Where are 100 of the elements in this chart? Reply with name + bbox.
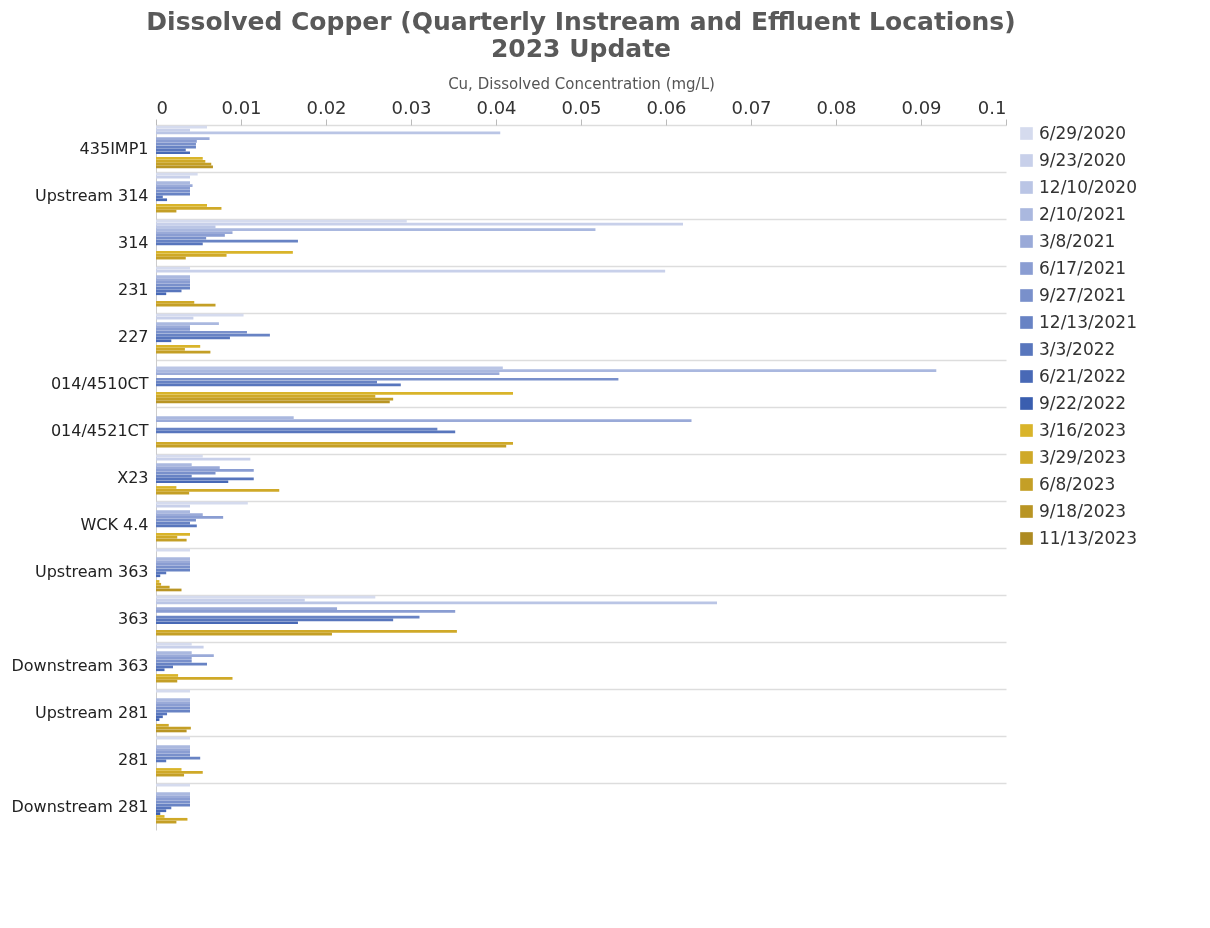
x-tick-label: 0.09 [901,96,942,118]
y-tick-label: Upstream 314 [34,185,149,205]
bar [156,770,203,774]
legend-label: 11/13/2023 [1039,527,1137,548]
legend-label: 9/27/2021 [1039,284,1127,305]
bar [156,642,192,646]
y-tick-label: WCK 4.4 [80,514,149,534]
bar [156,510,190,514]
bar [156,501,248,505]
bar [156,313,244,317]
x-tick-label: 0 [156,96,168,118]
bar [156,369,937,373]
x-tick-label: 0.01 [221,96,262,118]
y-tick-label: 314 [117,232,149,252]
bar [156,817,188,821]
bar [156,469,254,472]
bar [156,812,161,815]
bar [156,292,167,296]
bar [156,266,190,270]
bar [156,322,219,326]
bar [156,231,233,234]
bar [156,228,596,232]
legend-label: 9/18/2023 [1039,500,1127,521]
bar [156,471,216,475]
bar [156,137,210,140]
bar [156,783,190,787]
bar [156,651,192,655]
x-tick-label: 0.06 [646,96,687,118]
y-tick-label: 231 [117,279,149,299]
bar [156,416,294,420]
legend-label: 3/8/2021 [1039,230,1116,251]
bar [156,621,298,625]
x-tick-label: 0.04 [476,96,517,118]
bar [156,574,161,578]
legend-label: 12/10/2020 [1039,176,1137,197]
legend-label: 9/23/2020 [1039,149,1127,170]
bar [156,198,168,202]
bar [156,454,203,458]
bar [156,736,190,740]
legend-label: 6/21/2022 [1039,365,1127,386]
bar [156,441,513,445]
legend-label: 6/17/2021 [1039,257,1127,278]
bar [156,607,338,610]
bar [156,610,456,613]
bar [156,676,233,680]
bar [156,480,229,484]
bar [156,339,172,343]
bar [156,595,376,599]
bar [156,236,207,240]
y-tick-label: 227 [117,326,149,346]
bar [156,372,500,375]
bar [156,689,190,693]
legend-label: 2/10/2021 [1039,203,1127,224]
bar [156,463,192,467]
bar [156,518,196,522]
bar [156,125,207,129]
x-tick-label: 0.03 [391,96,432,118]
bar [156,654,214,657]
bar [156,466,220,469]
legend-label: 3/3/2022 [1039,338,1116,359]
bar [156,488,280,492]
bar [156,392,513,395]
bar [156,251,293,254]
bar [156,345,201,348]
y-tick-label: 435IMP1 [79,138,149,158]
legend-label: 6/8/2023 [1039,473,1116,494]
x-tick-label: 0.1 [977,96,1007,118]
chart-title: Dissolved Copper (Quarterly Instream and Effluent Locations) 2023 Update [146,7,1016,63]
y-tick-label: Downstream 281 [11,796,149,816]
y-tick-label: Upstream 363 [34,561,149,581]
y-tick-label: 281 [117,749,149,769]
legend-label: 3/29/2023 [1039,446,1127,467]
x-axis-title: Cu, Dissolved Concentration (mg/L) [448,74,715,93]
bar [156,206,222,210]
bar [156,629,457,633]
y-tick-label: X23 [117,467,149,487]
bar [156,172,198,176]
bar [156,219,407,223]
bar [156,668,165,672]
y-tick-label: 363 [117,608,149,628]
legend-label: 3/16/2023 [1039,419,1127,440]
legend-label: 6/29/2020 [1039,122,1127,143]
x-tick-label: 0.05 [561,96,602,118]
bar [156,809,167,813]
x-tick-label: 0.07 [731,96,772,118]
bar [156,548,190,552]
y-tick-label: 014/4510CT [50,373,149,393]
bar [156,533,190,536]
bar [156,234,225,237]
bar [156,377,619,381]
y-tick-label: 014/4521CT [50,420,149,440]
x-tick-label: 0.08 [816,96,857,118]
bar [156,330,247,334]
bar [156,513,203,516]
legend-label: 9/22/2022 [1039,392,1127,413]
bar [156,516,224,519]
bar [156,151,190,155]
bar [156,419,692,422]
x-tick-label: 0.02 [306,96,347,118]
legend-label: 12/13/2021 [1039,311,1137,332]
